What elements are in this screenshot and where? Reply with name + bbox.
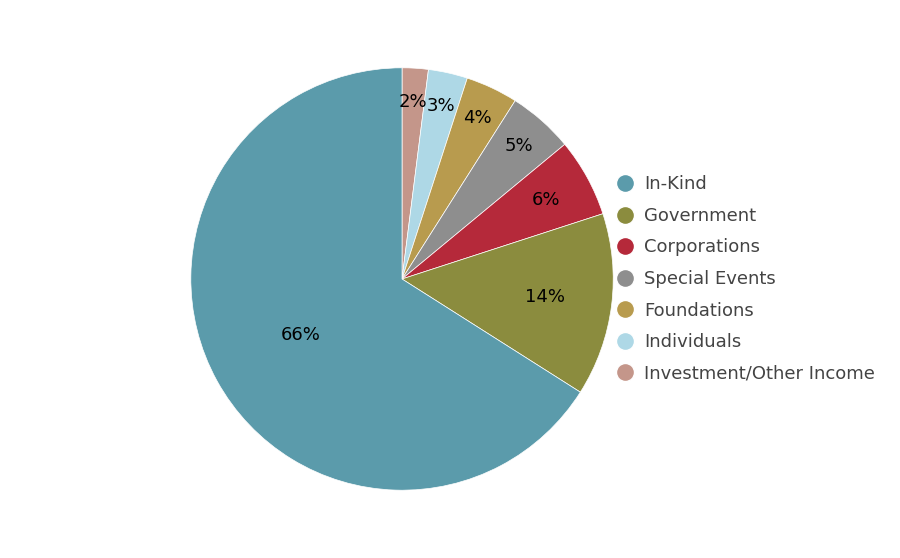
Wedge shape [191,68,580,490]
Wedge shape [402,68,428,279]
Text: 2%: 2% [399,93,427,111]
Text: 4%: 4% [464,109,492,127]
Text: 6%: 6% [532,191,561,209]
Text: 14%: 14% [525,288,564,306]
Legend: In-Kind, Government, Corporations, Special Events, Foundations, Individuals, Inv: In-Kind, Government, Corporations, Speci… [612,166,884,392]
Wedge shape [402,214,613,392]
Text: 66%: 66% [280,326,320,344]
Text: 3%: 3% [427,97,455,115]
Text: 5%: 5% [505,137,534,155]
Wedge shape [402,145,603,279]
Wedge shape [402,69,467,279]
Wedge shape [402,100,565,279]
Wedge shape [402,78,515,279]
